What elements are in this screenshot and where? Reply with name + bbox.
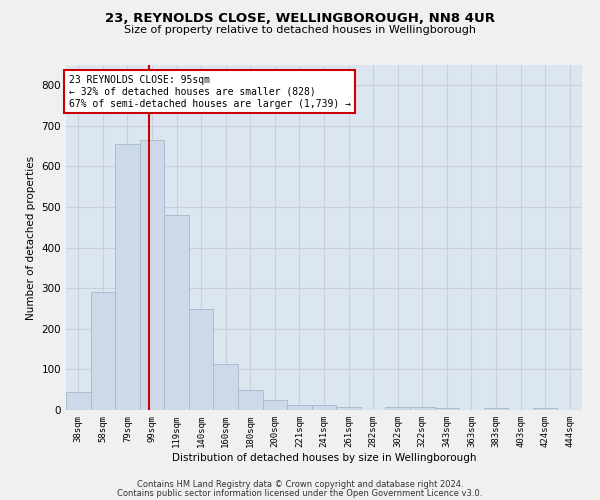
Bar — [66, 392, 91, 410]
Bar — [484, 408, 508, 410]
Text: 23 REYNOLDS CLOSE: 95sqm
← 32% of detached houses are smaller (828)
67% of semi-: 23 REYNOLDS CLOSE: 95sqm ← 32% of detach… — [68, 76, 350, 108]
Bar — [140, 140, 164, 410]
Bar — [336, 407, 361, 410]
Text: Contains HM Land Registry data © Crown copyright and database right 2024.: Contains HM Land Registry data © Crown c… — [137, 480, 463, 489]
Bar — [410, 407, 434, 410]
Bar — [434, 408, 459, 410]
Bar — [189, 308, 214, 410]
X-axis label: Distribution of detached houses by size in Wellingborough: Distribution of detached houses by size … — [172, 452, 476, 462]
Text: 23, REYNOLDS CLOSE, WELLINGBOROUGH, NN8 4UR: 23, REYNOLDS CLOSE, WELLINGBOROUGH, NN8 … — [105, 12, 495, 24]
Bar — [91, 292, 115, 410]
Text: Contains public sector information licensed under the Open Government Licence v3: Contains public sector information licen… — [118, 488, 482, 498]
Bar — [287, 404, 312, 410]
Bar — [533, 408, 557, 410]
Y-axis label: Number of detached properties: Number of detached properties — [26, 156, 36, 320]
Text: Size of property relative to detached houses in Wellingborough: Size of property relative to detached ho… — [124, 25, 476, 35]
Bar — [312, 404, 336, 410]
Bar — [263, 400, 287, 410]
Bar — [115, 144, 140, 410]
Bar — [164, 215, 189, 410]
Bar — [214, 364, 238, 410]
Bar — [385, 407, 410, 410]
Bar — [238, 390, 263, 410]
